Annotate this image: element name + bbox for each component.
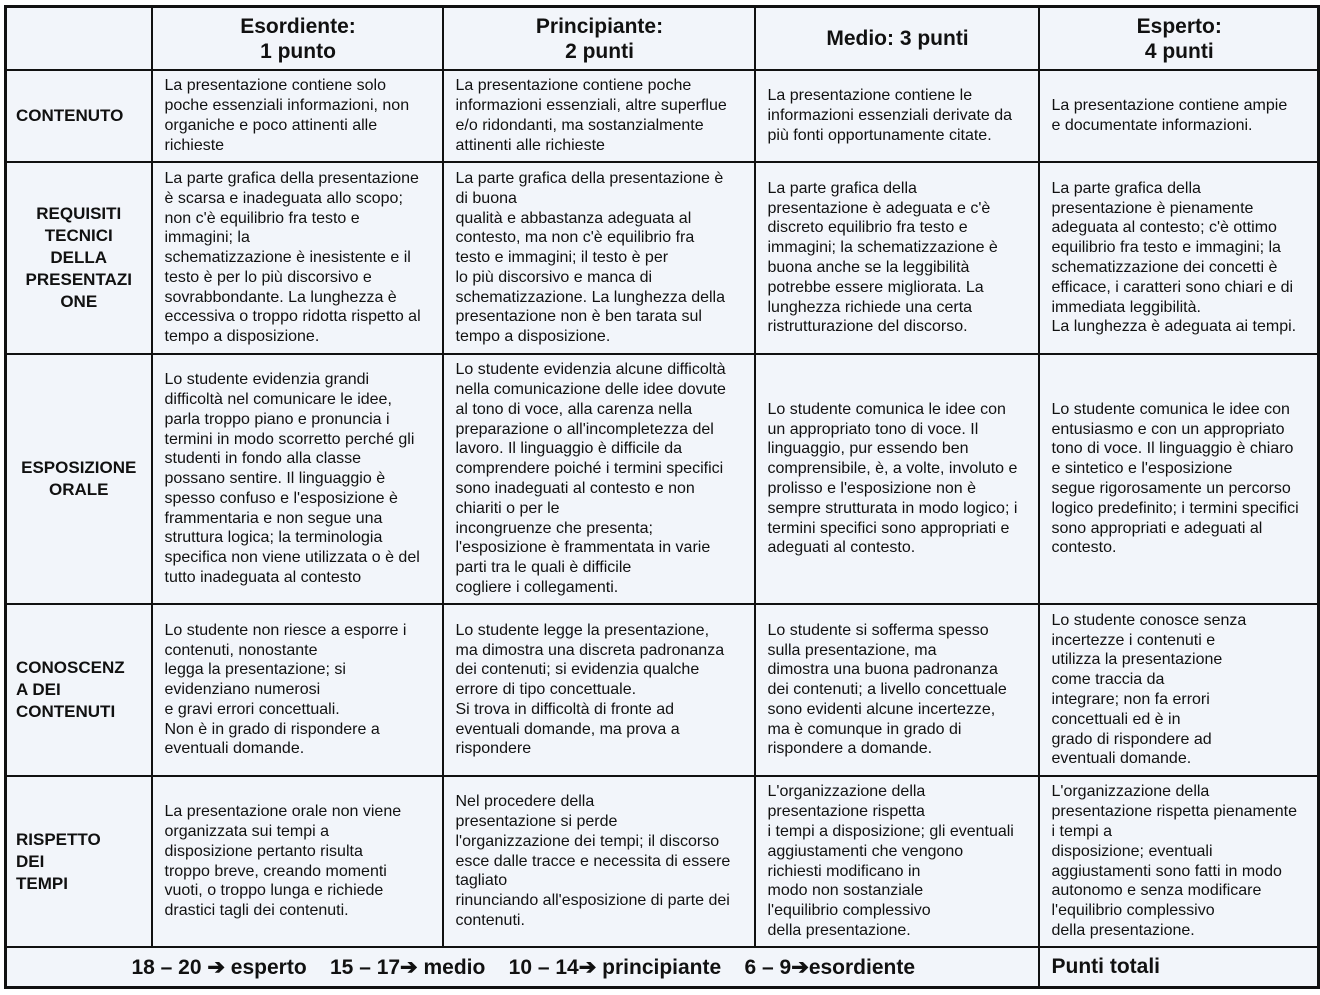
- table-row: RISPETTO DEI TEMPI La presentazione orale…: [4, 775, 1320, 948]
- rubric-cell: La parte grafica della presentazione è s…: [150, 161, 444, 355]
- evaluation-rubric-table: Esordiente: 1 punto Principiante: 2 punt…: [4, 5, 1320, 989]
- rubric-cell: La parte grafica della presentazione è a…: [753, 161, 1040, 355]
- header-esordiente: Esordiente: 1 punto: [150, 5, 444, 71]
- rubric-cell: La presentazione contiene le informazion…: [753, 69, 1040, 163]
- rubric-cell: Lo studente legge la presentazione, ma d…: [441, 603, 756, 777]
- table-row: ESPOSIZIONE ORALE Lo studente evidenzia g…: [4, 353, 1320, 605]
- rubric-cell: Lo studente comunica le idee con un appr…: [753, 353, 1040, 605]
- header-empty: [4, 5, 153, 71]
- rubric-cell: Lo studente evidenzia grandi difficoltà …: [150, 353, 444, 605]
- score-scale: 18 – 20 ➔ esperto 15 – 17➔ medio 10 – 14…: [4, 946, 1040, 989]
- rubric-cell: L'organizzazione della presentazione ris…: [1037, 775, 1320, 948]
- header-esperto: Esperto: 4 punti: [1037, 5, 1320, 71]
- total-points-label: Punti totali: [1037, 946, 1320, 989]
- rubric-cell: Lo studente conosce senza incertezze i c…: [1037, 603, 1320, 777]
- rubric-cell: Nel procedere della presentazione si per…: [441, 775, 756, 948]
- table-row: CONTENUTO La presentazione contiene solo …: [4, 69, 1320, 163]
- header-medio: Medio: 3 punti: [753, 5, 1040, 71]
- table-row: CONOSCENZ A DEI CONTENUTI Lo studente non…: [4, 603, 1320, 777]
- criterion-label: REQUISITI TECNICI DELLA PRESENTAZI ONE: [4, 161, 153, 355]
- rubric-cell: Lo studente non riesce a esporre i conte…: [150, 603, 444, 777]
- rubric-cell: La presentazione orale non viene organiz…: [150, 775, 444, 948]
- rubric-cell: La presentazione contiene ampie e docume…: [1037, 69, 1320, 163]
- criterion-label: RISPETTO DEI TEMPI: [4, 775, 153, 948]
- rubric-cell: La parte grafica della presentazione è p…: [1037, 161, 1320, 355]
- table-row: REQUISITI TECNICI DELLA PRESENTAZI ONE La…: [4, 161, 1320, 355]
- header-principiante: Principiante: 2 punti: [441, 5, 756, 71]
- rubric-cell: Lo studente comunica le idee con entusia…: [1037, 353, 1320, 605]
- rubric-cell: La parte grafica della presentazione è d…: [441, 161, 756, 355]
- header-row: Esordiente: 1 punto Principiante: 2 punt…: [4, 5, 1320, 71]
- criterion-label: CONTENUTO: [4, 69, 153, 163]
- rubric-cell: L'organizzazione della presentazione ris…: [753, 775, 1040, 948]
- rubric-cell: Lo studente evidenzia alcune difficoltà …: [441, 353, 756, 605]
- footer-row: 18 – 20 ➔ esperto 15 – 17➔ medio 10 – 14…: [4, 946, 1320, 989]
- rubric-cell: La presentazione contiene poche informaz…: [441, 69, 756, 163]
- criterion-label: CONOSCENZ A DEI CONTENUTI: [4, 603, 153, 777]
- criterion-label: ESPOSIZIONE ORALE: [4, 353, 153, 605]
- rubric-cell: La presentazione contiene solo poche ess…: [150, 69, 444, 163]
- rubric-cell: Lo studente si sofferma spesso sulla pre…: [753, 603, 1040, 777]
